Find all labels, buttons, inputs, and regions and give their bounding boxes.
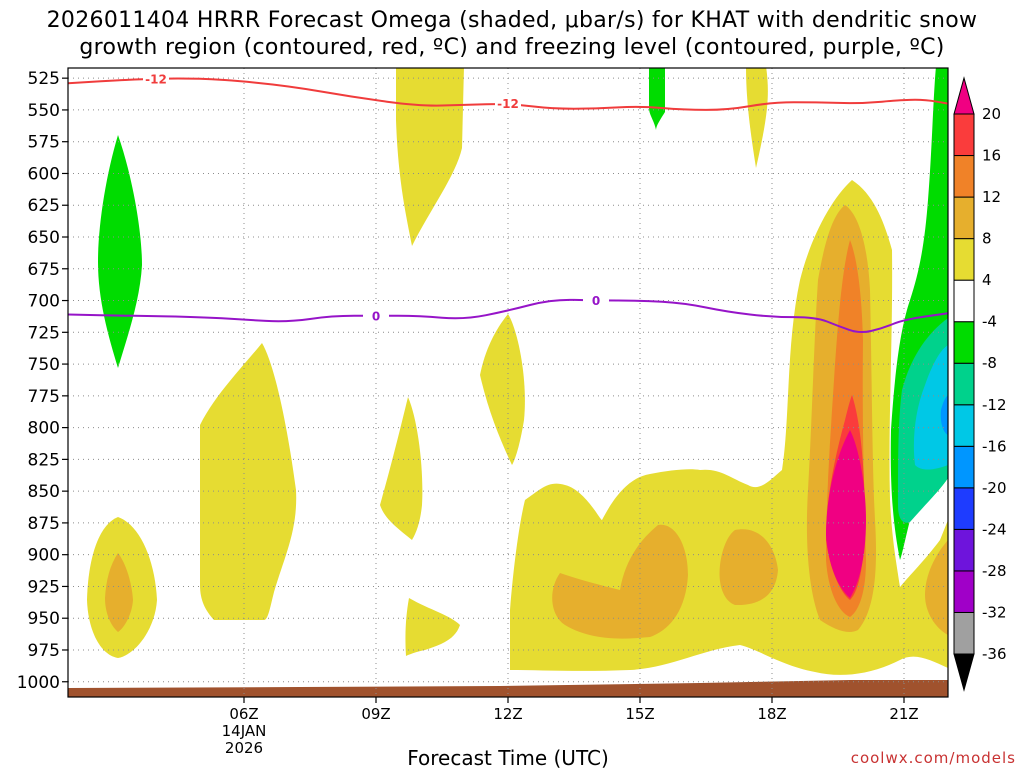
omega-positive-lobe-1030z-low <box>405 598 460 656</box>
y-tick-label: 650 <box>28 228 60 248</box>
y-tick-label: 800 <box>28 419 60 439</box>
colorbar-bin <box>953 611 975 655</box>
colorbar-level-label: 4 <box>982 271 992 289</box>
contour-label: 0 <box>592 294 600 308</box>
omega-positive-column-18z <box>746 68 768 168</box>
y-tick-label: 600 <box>28 164 60 184</box>
y-tick-label: 725 <box>28 323 60 343</box>
y-tick-label: 550 <box>28 101 60 121</box>
colorbar-bin <box>953 528 975 572</box>
y-axis: 525 550 575 600 625 650 675 700 725 750 775 800 825 8… <box>17 69 68 693</box>
contour-labels: -12 -12 0 0 <box>143 70 609 324</box>
colorbar-level-label: 20 <box>982 105 1001 123</box>
colorbar-level-label: -36 <box>982 645 1007 663</box>
isotherm-minus12-line <box>67 77 949 111</box>
colorbar-level-label: -16 <box>982 437 1007 455</box>
omega-positive-column-11z <box>396 68 464 246</box>
contour-label: 0 <box>372 309 380 323</box>
colorbar-level-label: -4 <box>982 313 997 331</box>
chart-title-line-2: growth region (contoured, red, ºC) and f… <box>79 35 945 60</box>
colorbar-bin <box>953 570 975 613</box>
credit-text: coolwx.com/models <box>851 749 1016 767</box>
colorbar-level-label: 8 <box>982 230 992 248</box>
omega-negative-right-blue <box>940 395 948 435</box>
colorbar-bin <box>953 487 975 530</box>
x-tick-label: 18Z <box>757 705 786 723</box>
omega-positive-core-1330z <box>552 524 688 639</box>
colorbar-level-label: 12 <box>982 188 1001 206</box>
contour-label-bg <box>363 307 389 324</box>
x-tick-label: 06Z <box>229 705 258 723</box>
colorbar-level-label: 16 <box>982 147 1001 165</box>
y-tick-label: 900 <box>28 546 60 566</box>
x-tick-date-label: 14JAN <box>222 722 267 740</box>
x-tick-label: 12Z <box>493 705 522 723</box>
contour-label-bg <box>143 70 169 87</box>
colorbar-bin <box>953 279 975 323</box>
colorbar-bin <box>953 196 975 240</box>
y-tick-label: 975 <box>28 641 60 661</box>
gridlines <box>68 68 948 697</box>
y-tick-label: 850 <box>28 482 60 502</box>
y-tick-label: 750 <box>28 355 60 375</box>
contour-label: -12 <box>145 72 167 86</box>
y-tick-label: 825 <box>28 450 60 470</box>
colorbar-bin <box>953 362 975 406</box>
contour-label-bg <box>583 292 609 309</box>
colorbar: -36 -32 -28 -24 -20 -16 -12 -8 -4 4 8 12 16 20 <box>953 76 1007 692</box>
colorbar-bin <box>953 445 975 489</box>
freezing-level-line <box>67 298 949 334</box>
x-tick-label: 15Z <box>625 705 654 723</box>
y-tick-label: 625 <box>28 196 60 216</box>
chart-title-line-1: 2026011404 HRRR Forecast Omega (shaded, … <box>46 8 978 33</box>
y-tick-label: 1000 <box>17 673 60 693</box>
y-tick-label: 700 <box>28 292 60 312</box>
colorbar-bin <box>953 76 975 115</box>
omega-column-core-gt20 <box>826 430 866 598</box>
colorbar-bin <box>953 155 975 198</box>
omega-positive-core-2130z-low <box>925 540 948 635</box>
contour-label: -12 <box>497 97 519 111</box>
y-tick-label: 675 <box>28 260 60 280</box>
omega-negative-lobe-early <box>98 135 142 368</box>
y-tick-label: 525 <box>28 69 60 89</box>
x-tick-label: 09Z <box>361 705 390 723</box>
colorbar-level-label: -8 <box>982 354 997 372</box>
omega-shading <box>87 68 948 675</box>
colorbar-bin <box>953 113 975 157</box>
y-tick-label: 875 <box>28 514 60 534</box>
colorbar-level-label: -32 <box>982 603 1007 621</box>
colorbar-level-label: -12 <box>982 396 1007 414</box>
x-tick-label: 21Z <box>889 705 918 723</box>
omega-positive-core-early-low <box>105 553 133 632</box>
x-axis-title: Forecast Time (UTC) <box>407 746 609 768</box>
colorbar-bin <box>953 321 975 364</box>
colorbar-level-label: -28 <box>982 562 1007 580</box>
omega-positive-lobe-08z <box>200 343 297 620</box>
contour-label-bg <box>495 95 521 112</box>
colorbar-level-label: -24 <box>982 520 1007 538</box>
x-tick-year-label: 2026 <box>225 739 263 757</box>
omega-positive-lobe-11z-mid <box>380 397 423 540</box>
colorbar-bin <box>953 653 975 692</box>
y-tick-label: 950 <box>28 609 60 629</box>
omega-positive-lobe-13z <box>480 314 525 465</box>
omega-negative-lobe-16z <box>649 68 665 130</box>
y-tick-label: 575 <box>28 133 60 153</box>
y-tick-label: 925 <box>28 577 60 597</box>
colorbar-bin <box>953 404 975 447</box>
omega-negative-right-cyan <box>913 345 948 470</box>
y-tick-label: 775 <box>28 387 60 407</box>
colorbar-level-label: -20 <box>982 479 1007 497</box>
colorbar-bin <box>953 238 975 281</box>
